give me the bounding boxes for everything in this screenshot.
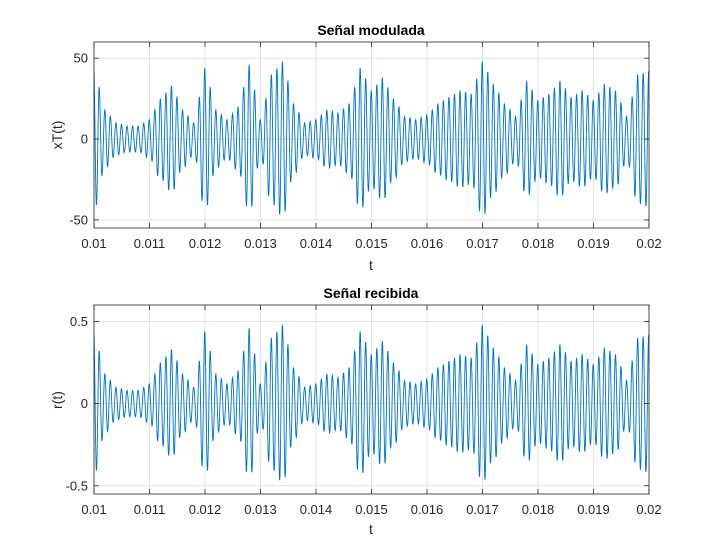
x-tick-label: 0.011 — [134, 502, 166, 517]
x-tick-label: 0.013 — [244, 502, 277, 517]
x-tick-label: 0.01 — [81, 236, 106, 251]
grid-lines — [93, 42, 650, 228]
x-axis-label: t — [369, 521, 373, 537]
chart-title: Señal modulada — [317, 22, 425, 38]
signal-line — [93, 324, 650, 481]
x-tick-label: 0.014 — [300, 502, 333, 517]
x-tick-label: 0.016 — [411, 502, 444, 517]
y-ticks: -0.5 0 0.5 — [66, 314, 649, 493]
y-tick-label: 50 — [74, 51, 88, 66]
y-tick-label: 0 — [81, 396, 88, 411]
x-tick-label: 0.017 — [466, 236, 499, 251]
x-ticks: 0.01 0.011 0.012 0.013 0.014 0.015 0.016 0.017 0… — [81, 305, 662, 517]
x-tick-label: 0.012 — [189, 502, 222, 517]
plot-area — [93, 324, 650, 481]
x-tick-label: 0.015 — [355, 236, 388, 251]
subplot-received: Señal recibida -0.500.5 0.01 0.011 0.012 0.… — [49, 285, 662, 537]
plot-area — [93, 61, 650, 215]
x-tick-label: 0.02 — [636, 502, 661, 517]
x-tick-label: 0.014 — [300, 236, 333, 251]
y-axis-label: r(t) — [49, 391, 65, 409]
x-tick-label: 0.019 — [577, 502, 610, 517]
signal-line — [93, 61, 650, 215]
x-tick-label: 0.013 — [244, 236, 277, 251]
y-tick-label: -50 — [69, 212, 88, 227]
x-tick-label: 0.012 — [189, 236, 222, 251]
x-axis-label: t — [369, 257, 373, 273]
y-axis-label: xT(t) — [49, 121, 65, 150]
y-tick-label: 0.5 — [70, 314, 88, 329]
y-ticks: -50 0 50 — [69, 51, 649, 227]
grid-lines — [93, 305, 650, 494]
y-tick-label: -0.5 — [66, 478, 88, 493]
x-tick-label: 0.018 — [522, 502, 555, 517]
x-tick-label: 0.018 — [522, 236, 555, 251]
x-tick-label: 0.019 — [577, 236, 610, 251]
x-tick-label: 0.016 — [411, 236, 444, 251]
x-tick-label: 0.015 — [355, 502, 388, 517]
x-tick-label: 0.017 — [466, 502, 499, 517]
x-tick-label: 0.01 — [81, 502, 106, 517]
y-tick-label: 0 — [81, 132, 88, 147]
x-tick-label: 0.011 — [134, 236, 166, 251]
x-ticks: 0.01 0.011 0.012 0.013 0.014 0.015 0.016 0.017 0… — [81, 42, 662, 251]
chart-title: Señal recibida — [324, 285, 419, 301]
x-tick-label: 0.02 — [636, 236, 661, 251]
